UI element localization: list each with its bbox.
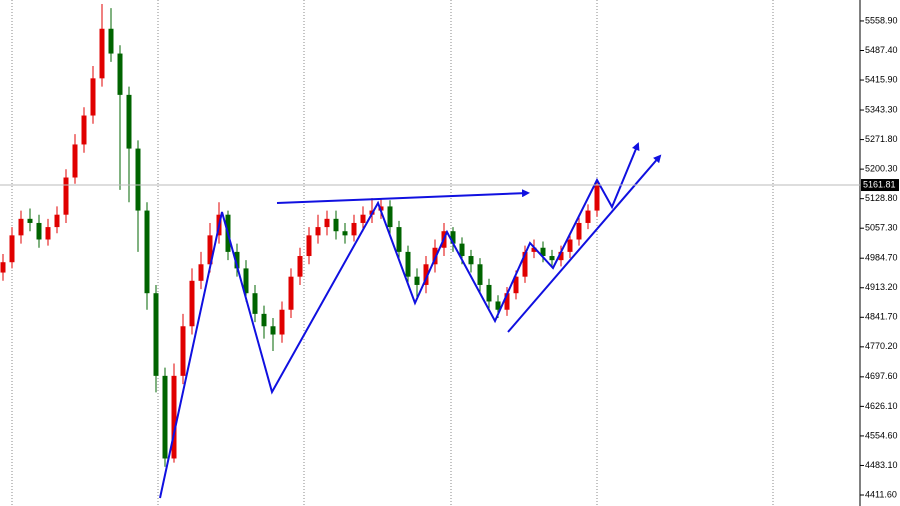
y-tick-label: 4411.60 bbox=[865, 489, 897, 499]
y-tick-label: 5271.80 bbox=[865, 134, 898, 144]
y-tick-label: 4554.60 bbox=[865, 430, 898, 440]
candle-body bbox=[396, 227, 402, 252]
candle-body bbox=[558, 251, 564, 261]
y-tick-label: 5128.80 bbox=[865, 193, 898, 203]
candle-body bbox=[81, 115, 87, 145]
candle-body bbox=[180, 326, 186, 376]
candle-body bbox=[549, 256, 555, 261]
y-tick-label: 4984.70 bbox=[865, 253, 898, 263]
candle-body bbox=[306, 235, 312, 257]
candle-body bbox=[252, 293, 258, 314]
candle-body bbox=[72, 144, 78, 178]
candle-body bbox=[360, 214, 366, 223]
candle-body bbox=[18, 218, 24, 236]
vertical-grid bbox=[11, 0, 774, 506]
last-price-label: 5161.81 bbox=[863, 179, 896, 189]
candle-body bbox=[315, 227, 321, 236]
candle-body bbox=[171, 375, 177, 459]
y-tick-label: 4770.20 bbox=[865, 341, 898, 351]
candle-body bbox=[135, 148, 141, 211]
candle-body bbox=[459, 243, 465, 257]
y-tick-label: 5487.40 bbox=[865, 45, 898, 55]
candle-body bbox=[504, 293, 510, 310]
candle-body bbox=[495, 301, 501, 310]
candle-body bbox=[0, 262, 6, 273]
candle-body bbox=[9, 235, 15, 263]
last-price-box bbox=[861, 179, 899, 192]
candle-body bbox=[594, 184, 600, 211]
axis-labels: 5558.90 5487.40 5415.90 5343.30 5271.80 5200.… bbox=[0, 15, 899, 499]
candle-body bbox=[432, 247, 438, 265]
candle-body bbox=[567, 239, 573, 252]
candle-body bbox=[405, 251, 411, 277]
candle-body bbox=[450, 231, 456, 244]
candle-body bbox=[153, 293, 159, 376]
candle-body bbox=[126, 94, 132, 149]
candle-body bbox=[522, 251, 528, 277]
candle-body bbox=[63, 177, 69, 215]
candle-body bbox=[162, 375, 168, 459]
candle-body bbox=[333, 218, 339, 232]
candle-body bbox=[243, 268, 249, 294]
candle-body bbox=[45, 227, 51, 240]
candle-body bbox=[54, 214, 60, 228]
candle-body bbox=[144, 210, 150, 294]
candle-body bbox=[36, 222, 42, 240]
candle-body bbox=[234, 251, 240, 269]
y-tick-label: 5343.30 bbox=[865, 104, 898, 114]
candle-body bbox=[27, 218, 33, 223]
trend-annotations bbox=[159, 142, 662, 499]
candle-body bbox=[99, 28, 105, 79]
candle-body bbox=[414, 276, 420, 285]
candle-body bbox=[261, 313, 267, 327]
candle-body bbox=[90, 78, 96, 116]
y-tick-label: 4697.60 bbox=[865, 371, 898, 381]
candle-body bbox=[288, 276, 294, 310]
candles bbox=[0, 3, 600, 467]
candle-body bbox=[468, 256, 474, 265]
candle-body bbox=[486, 284, 492, 302]
candle-body bbox=[342, 231, 348, 236]
candle-body bbox=[297, 256, 303, 277]
y-tick-label: 5200.30 bbox=[865, 163, 898, 173]
y-tick-label: 4483.10 bbox=[865, 460, 898, 470]
candle-body bbox=[117, 53, 123, 95]
candle-body bbox=[585, 210, 591, 223]
candle-body bbox=[423, 264, 429, 285]
y-tick-label: 4626.10 bbox=[865, 401, 898, 411]
candle-body bbox=[270, 326, 276, 335]
y-tick-label: 4841.70 bbox=[865, 312, 898, 322]
candle-body bbox=[108, 28, 114, 54]
candle-body bbox=[279, 309, 285, 335]
candle-body bbox=[531, 247, 537, 252]
candle-body bbox=[477, 264, 483, 285]
candle-body bbox=[513, 276, 519, 294]
candle-body bbox=[207, 235, 213, 265]
candle-body bbox=[198, 264, 204, 281]
y-tick-label: 5415.90 bbox=[865, 74, 898, 84]
candle-body bbox=[576, 222, 582, 240]
y-tick-label: 4913.20 bbox=[865, 282, 898, 292]
candle-body bbox=[351, 222, 357, 236]
candle-body bbox=[324, 218, 330, 228]
y-tick-label: 5057.30 bbox=[865, 223, 898, 233]
candle-body bbox=[387, 206, 393, 228]
candle-body bbox=[189, 280, 195, 327]
candle-body bbox=[540, 247, 546, 257]
y-tick-label: 5558.90 bbox=[865, 15, 898, 25]
